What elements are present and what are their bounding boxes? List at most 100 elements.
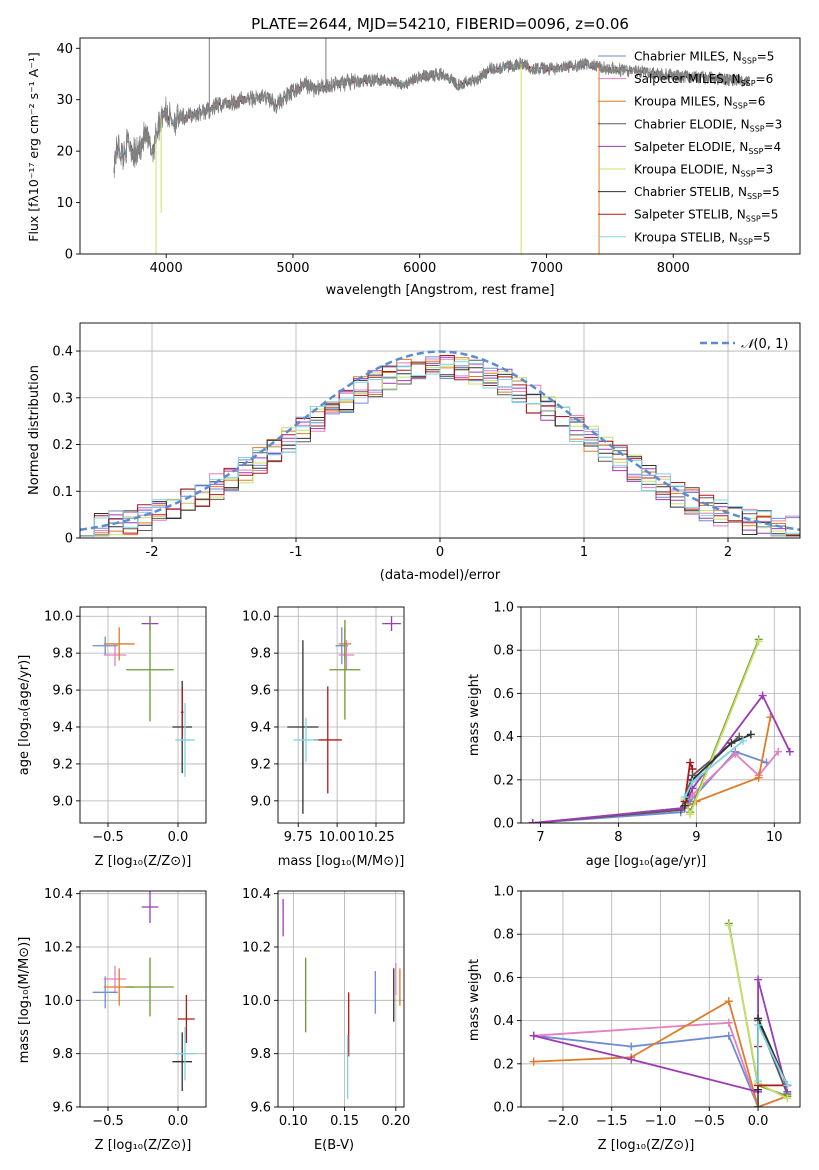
y-tick-label: 10.0 (44, 610, 73, 625)
mass-vs-metallicity-xlabel: Z [log₁₀(Z/Z⊙)] (95, 1138, 192, 1153)
x-tick-label: 4000 (150, 261, 183, 276)
weight-vs-metallicity-content: −2.0 −1.5 −1.0 −0.5 0.0 0.0 0.2 0.4 0.6 0.8 1.0 (493, 885, 801, 1129)
x-tick-label: −2.0 (547, 1114, 579, 1129)
y-tick-label: 0.3 (52, 391, 73, 406)
y-tick-label: 9.8 (52, 1047, 73, 1062)
axes-frame (79, 37, 801, 255)
axes-frame (79, 606, 207, 824)
y-tick-label: 9.8 (52, 647, 73, 662)
y-tick-label: 10.4 (242, 887, 271, 902)
y-tick-label: 10.2 (242, 941, 271, 956)
axes-frame (277, 606, 405, 824)
y-tick-label: 9.8 (250, 1047, 271, 1062)
legend-subscript: SSP (741, 79, 756, 88)
x-tick-label: 0.0 (168, 1114, 189, 1129)
age-vs-mass-content: 9.75 10.00 10.25 9.0 9.2 9.4 9.6 9.8 10.0 (242, 606, 405, 845)
weight-marker (627, 1055, 636, 1064)
legend-label: Salpeter ELODIE, NSSP=4 (634, 140, 781, 156)
y-tick-label: 20 (56, 145, 73, 160)
legend-count: =5 (761, 208, 779, 222)
weight-vs-age-panel: 7 8 9 10 0.0 0.2 0.4 0.6 0.8 1.0 age [log₁₀(age/y… (467, 601, 801, 869)
y-tick-label: 30 (56, 93, 73, 108)
legend-label: Chabrier MILES, NSSP=5 (634, 50, 774, 66)
y-tick-label: 9.2 (250, 757, 271, 772)
x-tick-label: 10.00 (319, 830, 356, 845)
y-tick-label: 1.0 (493, 601, 514, 616)
weight-marker (783, 1081, 792, 1090)
weight-line (683, 733, 752, 806)
spectrum-title: PLATE=2644, MJD=54210, FIBERID=0096, z=0… (251, 15, 629, 33)
legend-count: =3 (756, 163, 774, 177)
legend-count: =6 (756, 72, 774, 86)
x-tick-label: −0.5 (92, 1114, 124, 1129)
y-tick-label: 9.4 (52, 721, 73, 736)
spectrum-xlabel: wavelength [Angstrom, rest frame] (326, 283, 555, 298)
axes-frame (277, 890, 405, 1108)
legend-count: =4 (763, 140, 781, 154)
weight-marker (686, 810, 695, 819)
y-tick-label: 0.0 (493, 1101, 514, 1116)
residual-legend: 𝒩(0, 1) (700, 337, 788, 352)
weight-marker (724, 1018, 733, 1027)
histogram-plot-area (80, 350, 800, 537)
age-vs-metallicity-ylabel: age [log₁₀(age/yr)] (17, 655, 32, 776)
y-tick-label: 9.6 (52, 1101, 73, 1116)
errorbar-plot-area (92, 616, 195, 777)
x-tick-label: 2 (724, 545, 732, 560)
weight-marker (785, 747, 794, 756)
x-tick-label: 0.15 (330, 1114, 359, 1129)
mass-vs-ebv-panel: 0.10 0.15 0.20 9.6 9.8 10.0 10.2 10.4 E(B-V) (242, 887, 410, 1153)
mass-vs-metallicity-panel: −0.5 0.0 9.6 9.8 10.0 10.2 10.4 Z [log₁₀(Z/Z⊙)… (17, 887, 207, 1153)
weight-marker (754, 773, 763, 782)
spectrum-content: 4000 5000 6000 7000 8000 0 10 20 30 40 (56, 37, 801, 276)
weight-vs-metallicity-xlabel: Z [log₁₀(Z/Z⊙)] (598, 1138, 695, 1153)
spectrum-legend: Chabrier MILES, NSSP=5 Salpeter MILES, NS… (598, 50, 783, 246)
x-tick-label: 0.20 (381, 1114, 410, 1129)
y-tick-label: 10.4 (44, 887, 73, 902)
x-tick-label: 7000 (530, 261, 563, 276)
age-vs-metallicity-content: −0.5 0.0 9.0 9.2 9.4 9.6 9.8 10.0 (44, 606, 207, 845)
legend-count: =3 (765, 117, 783, 131)
y-tick-label: 0.4 (52, 345, 73, 360)
weight-marker (724, 1031, 733, 1040)
y-tick-label: 10 (56, 196, 73, 211)
legend-label: Salpeter MILES, NSSP=6 (634, 72, 773, 88)
spectrum-plot-area (113, 38, 750, 254)
x-tick-label: −1.5 (596, 1114, 628, 1129)
weight-vs-age-xlabel: age [log₁₀(age/yr)] (586, 854, 707, 869)
y-tick-label: 40 (56, 42, 73, 57)
y-tick-label: 0.8 (493, 644, 514, 659)
weight-marker (529, 1031, 538, 1040)
y-tick-label: 0.2 (52, 438, 73, 453)
weight-marker (754, 1077, 763, 1086)
weight-vs-metallicity-ylabel: mass weight (467, 959, 482, 1041)
weight-marker (529, 1057, 538, 1066)
weight-marker (754, 975, 763, 984)
x-tick-label: 1 (580, 545, 588, 560)
legend-subscript: SSP (742, 57, 757, 66)
weight-marker (688, 765, 697, 773)
x-tick-label: 0 (436, 545, 444, 560)
y-tick-label: 10.0 (242, 610, 271, 625)
errorbar-plot-area (287, 616, 401, 814)
x-tick-label: −0.5 (92, 830, 124, 845)
age-vs-metallicity-xlabel: Z [log₁₀(Z/Z⊙)] (95, 854, 192, 869)
weight-marker (731, 749, 740, 758)
normal-reference-curve (80, 350, 800, 532)
y-tick-label: 0.2 (493, 773, 514, 788)
residual-panel: -2 -1 0 1 2 0 0.1 0.2 0.3 0.4 𝒩(0, 1) (data-model… (27, 322, 801, 583)
y-tick-label: 9.6 (250, 1101, 271, 1116)
weight-plot-area (528, 635, 794, 823)
legend-subscript: SSP (738, 237, 753, 246)
y-tick-label: 0.4 (493, 1014, 514, 1029)
legend-subscript: SSP (748, 147, 763, 156)
legend-count: =6 (748, 95, 766, 109)
age-vs-mass-panel: 9.75 10.00 10.25 9.0 9.2 9.4 9.6 9.8 10.0 mass [… (242, 606, 405, 869)
weight-vs-age-content: 7 8 9 10 0.0 0.2 0.4 0.6 0.8 1.0 (493, 601, 801, 845)
legend-subscript: SSP (746, 215, 761, 224)
legend-label: Chabrier STELIB, NSSP=5 (634, 185, 780, 201)
y-tick-label: 0.6 (493, 687, 514, 702)
legend-count: =5 (757, 50, 775, 64)
errorbar-plot-area (282, 899, 401, 1099)
